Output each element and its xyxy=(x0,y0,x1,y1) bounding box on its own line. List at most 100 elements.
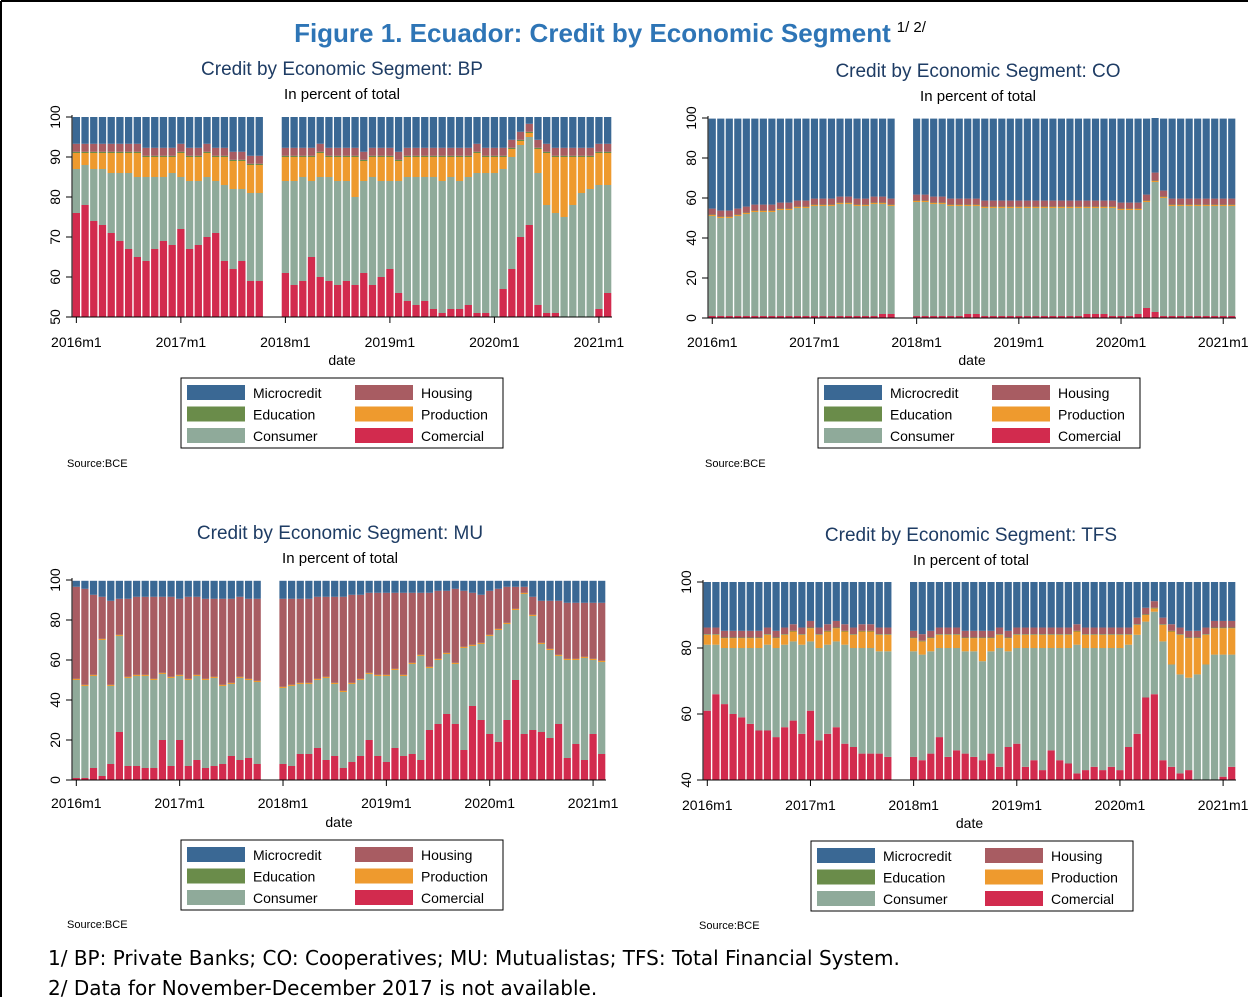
bar-segment xyxy=(595,143,603,152)
legend-label: Consumer xyxy=(890,428,955,444)
bar-segment xyxy=(1143,118,1151,195)
bar-segment xyxy=(849,747,858,780)
bar-segment xyxy=(1030,760,1038,780)
y-tick-label: 80 xyxy=(47,612,63,628)
legend-swatch xyxy=(992,385,1050,400)
bar-segment xyxy=(508,157,516,269)
bar-segment xyxy=(824,644,832,734)
bar-segment xyxy=(815,634,823,635)
bar-segment xyxy=(72,117,81,144)
bar-segment xyxy=(368,117,377,148)
bar-segment xyxy=(1006,207,1014,208)
bar-segment xyxy=(185,157,194,181)
bar-segment xyxy=(806,582,815,621)
bar-segment xyxy=(867,753,875,780)
bar-segment xyxy=(858,630,866,632)
bar-segment xyxy=(543,143,551,152)
bar-segment xyxy=(81,778,89,780)
bar-segment xyxy=(1210,628,1219,655)
bar-segment xyxy=(1143,308,1151,318)
bar-segment xyxy=(227,756,235,780)
bar-segment xyxy=(447,309,455,317)
bar-segment xyxy=(589,580,597,603)
bar-segment xyxy=(132,580,141,597)
bar-segment xyxy=(751,212,759,316)
bar-segment xyxy=(307,155,316,157)
bar-segment xyxy=(887,206,895,314)
bar-segment xyxy=(738,582,746,631)
bar-segment xyxy=(477,643,485,644)
bar-segment xyxy=(1021,627,1029,635)
bar-segment xyxy=(193,675,201,676)
bar-segment xyxy=(438,155,446,157)
bar-segment xyxy=(572,602,580,659)
bar-segment xyxy=(858,753,866,780)
bar-segment xyxy=(115,635,123,636)
bar-segment xyxy=(738,717,746,780)
bar-segment xyxy=(107,600,115,685)
bar-segment xyxy=(1124,627,1133,635)
bar-segment xyxy=(115,580,123,599)
bar-segment xyxy=(203,117,211,144)
bar-segment xyxy=(981,207,989,208)
bar-segment xyxy=(1107,634,1115,648)
bar-segment xyxy=(1023,316,1031,318)
bar-segment xyxy=(516,131,525,140)
bar-segment xyxy=(443,653,451,654)
bar-segment xyxy=(460,648,468,750)
bar-segment xyxy=(81,205,89,317)
bar-segment xyxy=(551,157,560,213)
bar-segment xyxy=(236,596,244,677)
bar-segment xyxy=(543,151,551,153)
bar-segment xyxy=(246,281,255,317)
bar-segment xyxy=(1142,582,1150,608)
bar-segment xyxy=(511,580,520,587)
bar-segment xyxy=(107,686,115,764)
bar-segment xyxy=(168,117,176,148)
bar-segment xyxy=(1013,634,1021,635)
bar-segment xyxy=(203,237,211,317)
bar-segment xyxy=(961,637,969,639)
bar-segment xyxy=(89,768,98,780)
bar-segment xyxy=(964,206,972,314)
bar-segment xyxy=(1047,627,1055,635)
bar-segment xyxy=(998,208,1006,316)
bar-segment xyxy=(90,117,98,144)
bar-segment xyxy=(508,149,516,157)
bar-segment xyxy=(853,206,861,316)
bar-segment xyxy=(853,198,861,205)
bar-segment xyxy=(1133,624,1141,635)
bar-segment xyxy=(473,173,481,313)
bar-segment xyxy=(763,582,772,628)
bar-segment xyxy=(1004,747,1012,780)
bar-segment xyxy=(348,594,356,683)
bar-segment xyxy=(460,647,468,648)
bar-segment xyxy=(296,580,304,599)
bar-segment xyxy=(1150,608,1158,612)
bar-segment xyxy=(1193,674,1201,780)
bar-segment xyxy=(511,586,520,609)
bar-segment xyxy=(417,656,425,760)
bar-segment xyxy=(725,316,733,318)
bar-segment xyxy=(563,660,571,758)
bar-segment xyxy=(425,667,434,668)
x-axis-title: date xyxy=(956,815,983,831)
bar-segment xyxy=(810,198,819,205)
bar-segment xyxy=(1168,198,1176,205)
bar-segment xyxy=(464,147,472,156)
bar-segment xyxy=(970,637,978,639)
y-tick-label: 50 xyxy=(47,309,63,325)
bar-segment xyxy=(887,205,895,206)
bar-segment xyxy=(1064,634,1072,635)
bar-segment xyxy=(918,641,926,655)
bar-segment xyxy=(913,316,921,318)
bar-segment xyxy=(1004,582,1012,631)
bar-segment xyxy=(546,738,554,780)
bar-segment xyxy=(824,630,832,632)
bar-segment xyxy=(124,153,133,173)
bar-segment xyxy=(325,157,333,177)
bar-segment xyxy=(307,147,316,156)
bar-segment xyxy=(455,157,464,181)
bar-segment xyxy=(499,155,507,157)
bar-segment xyxy=(116,241,124,317)
